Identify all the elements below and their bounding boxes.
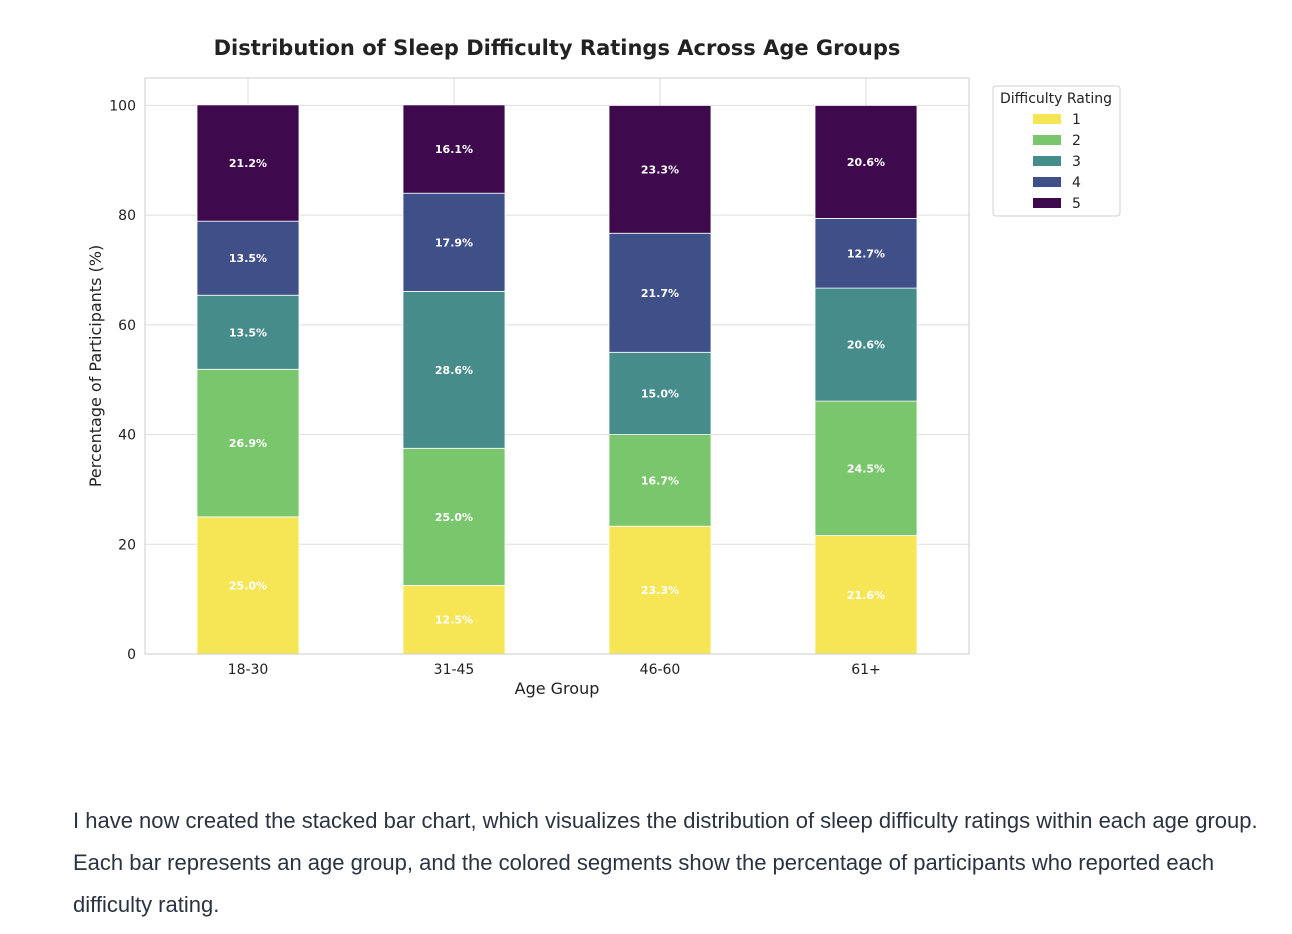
y-tick-label: 40 bbox=[118, 428, 136, 444]
legend-swatch-1 bbox=[1033, 114, 1061, 124]
legend-swatch-3 bbox=[1033, 156, 1061, 166]
bar-segment-46-60-rating-3 bbox=[608, 351, 712, 435]
x-tick-label: 46-60 bbox=[640, 662, 681, 678]
legend-label: 3 bbox=[1072, 154, 1081, 170]
chart-title: Distribution of Sleep Difficulty Ratings… bbox=[214, 36, 901, 60]
data-label: 28.6% bbox=[435, 364, 473, 377]
y-tick-label: 60 bbox=[118, 318, 136, 334]
data-label: 23.3% bbox=[641, 163, 679, 176]
bar-segment-46-60-rating-5 bbox=[608, 105, 712, 234]
legend-swatch-4 bbox=[1033, 177, 1061, 187]
data-label: 17.9% bbox=[435, 236, 473, 249]
x-tick-label: 18-30 bbox=[228, 662, 269, 678]
stacked-bar-chart: Distribution of Sleep Difficulty Ratings… bbox=[86, 36, 1121, 698]
data-label: 24.5% bbox=[847, 462, 885, 475]
legend: Difficulty Rating 1 2 3 4 5 bbox=[992, 85, 1121, 217]
data-label: 20.6% bbox=[847, 156, 885, 169]
data-label: 21.7% bbox=[641, 287, 679, 300]
data-label: 20.6% bbox=[847, 339, 885, 352]
y-axis-ticks: 0 20 40 60 80 100 bbox=[109, 98, 136, 663]
legend-frame bbox=[992, 85, 1121, 217]
legend-items: 1 2 3 4 5 bbox=[1033, 112, 1081, 212]
y-tick-label: 100 bbox=[109, 98, 136, 114]
x-axis-label: Age Group bbox=[515, 679, 600, 698]
bar-segment-18-30-rating-4 bbox=[196, 220, 300, 296]
bar-segment-18-30-rating-5 bbox=[196, 104, 300, 222]
bar-segment-31-45-rating-4 bbox=[402, 192, 506, 292]
bar-segment-31-45-rating-1 bbox=[402, 585, 506, 655]
data-label: 16.1% bbox=[435, 143, 473, 156]
bars: 25.0% 26.9% 13.5% 13.5% 21.2% 12.5% 25.0% 28.6%… bbox=[196, 104, 918, 655]
bar-segment-18-30-rating-2 bbox=[196, 368, 300, 518]
data-label: 16.7% bbox=[641, 474, 679, 487]
bar-segment-61+-rating-1 bbox=[814, 535, 918, 655]
data-label: 21.6% bbox=[847, 589, 885, 602]
legend-label: 5 bbox=[1072, 196, 1081, 212]
bar-segment-31-45-rating-3 bbox=[402, 290, 506, 449]
bar-segment-61+-rating-5 bbox=[814, 105, 918, 219]
y-tick-label: 80 bbox=[118, 208, 136, 224]
x-axis-ticks: 18-30 31-45 46-60 61+ bbox=[228, 662, 881, 678]
data-label: 13.5% bbox=[229, 326, 267, 339]
data-label: 25.0% bbox=[229, 579, 267, 592]
data-label: 21.2% bbox=[229, 157, 267, 170]
y-axis-label: Percentage of Participants (%) bbox=[86, 245, 105, 487]
bar-segment-61+-rating-4 bbox=[814, 218, 918, 289]
data-label: 26.9% bbox=[229, 437, 267, 450]
data-label: 12.5% bbox=[435, 614, 473, 627]
bar-segment-46-60-rating-1 bbox=[608, 525, 712, 655]
legend-title: Difficulty Rating bbox=[1000, 91, 1112, 107]
bar-segment-31-45-rating-2 bbox=[402, 447, 506, 586]
x-tick-label: 61+ bbox=[851, 662, 881, 678]
bar-segment-61+-rating-2 bbox=[814, 400, 918, 536]
bar-segment-18-30-rating-3 bbox=[196, 294, 300, 370]
data-label: 12.7% bbox=[847, 247, 885, 260]
plot-frame bbox=[144, 77, 970, 655]
bar-segment-46-60-rating-2 bbox=[608, 434, 712, 527]
legend-label: 2 bbox=[1072, 133, 1081, 149]
legend-swatch-5 bbox=[1033, 198, 1061, 208]
explanation-text: I have now created the stacked bar chart… bbox=[73, 808, 1258, 917]
x-tick-label: 31-45 bbox=[434, 662, 475, 678]
chart-container: Distribution of Sleep Difficulty Ratings… bbox=[86, 36, 1121, 698]
legend-swatch-2 bbox=[1033, 135, 1061, 145]
legend-label: 4 bbox=[1072, 175, 1081, 191]
data-label: 23.3% bbox=[641, 584, 679, 597]
y-tick-label: 0 bbox=[127, 647, 136, 663]
data-label: 13.5% bbox=[229, 252, 267, 265]
y-tick-label: 20 bbox=[118, 537, 136, 553]
legend-label: 1 bbox=[1072, 112, 1081, 128]
data-label: 15.0% bbox=[641, 387, 679, 400]
data-label: 25.0% bbox=[435, 511, 473, 524]
bar-segment-31-45-rating-5 bbox=[402, 104, 506, 194]
